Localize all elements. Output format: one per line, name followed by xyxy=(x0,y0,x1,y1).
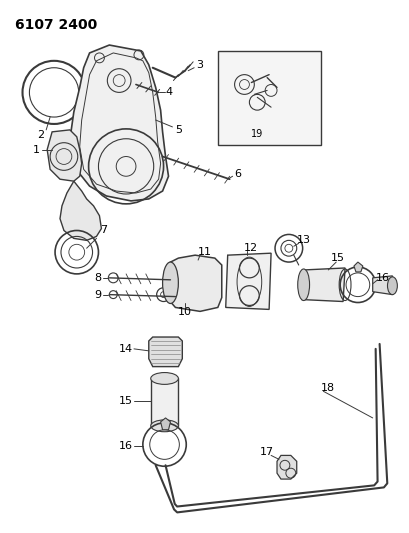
Ellipse shape xyxy=(387,277,396,295)
Text: 6: 6 xyxy=(234,169,240,179)
Text: 19: 19 xyxy=(251,129,263,139)
FancyBboxPatch shape xyxy=(217,51,321,144)
Text: 6107 2400: 6107 2400 xyxy=(15,19,97,33)
Polygon shape xyxy=(276,455,296,479)
Text: 5: 5 xyxy=(175,125,182,135)
Text: 8: 8 xyxy=(94,273,101,283)
Text: 13: 13 xyxy=(296,236,310,245)
Text: 4: 4 xyxy=(164,87,172,98)
Text: 3: 3 xyxy=(196,60,203,70)
Ellipse shape xyxy=(151,420,178,432)
Text: 2: 2 xyxy=(37,130,44,140)
Text: 15: 15 xyxy=(119,396,133,406)
Text: 11: 11 xyxy=(198,247,211,257)
Polygon shape xyxy=(168,255,221,311)
Text: 16: 16 xyxy=(375,273,389,283)
Ellipse shape xyxy=(297,269,309,301)
Ellipse shape xyxy=(162,262,178,303)
Text: 10: 10 xyxy=(178,308,192,317)
Polygon shape xyxy=(160,418,170,430)
Text: 12: 12 xyxy=(244,243,258,253)
Polygon shape xyxy=(225,253,270,310)
Polygon shape xyxy=(60,181,101,240)
Polygon shape xyxy=(47,130,81,181)
Text: 1: 1 xyxy=(33,144,40,155)
Text: 15: 15 xyxy=(330,253,344,263)
Ellipse shape xyxy=(151,373,178,384)
Text: 18: 18 xyxy=(321,383,335,393)
Polygon shape xyxy=(148,337,182,367)
Polygon shape xyxy=(353,262,362,272)
Polygon shape xyxy=(151,378,178,426)
Text: 14: 14 xyxy=(119,344,133,354)
Polygon shape xyxy=(301,268,344,302)
Text: 9: 9 xyxy=(94,289,101,300)
Text: 16: 16 xyxy=(119,441,133,450)
Text: 17: 17 xyxy=(259,447,274,457)
Polygon shape xyxy=(372,276,391,295)
Text: 7: 7 xyxy=(99,225,107,236)
Polygon shape xyxy=(70,45,168,201)
